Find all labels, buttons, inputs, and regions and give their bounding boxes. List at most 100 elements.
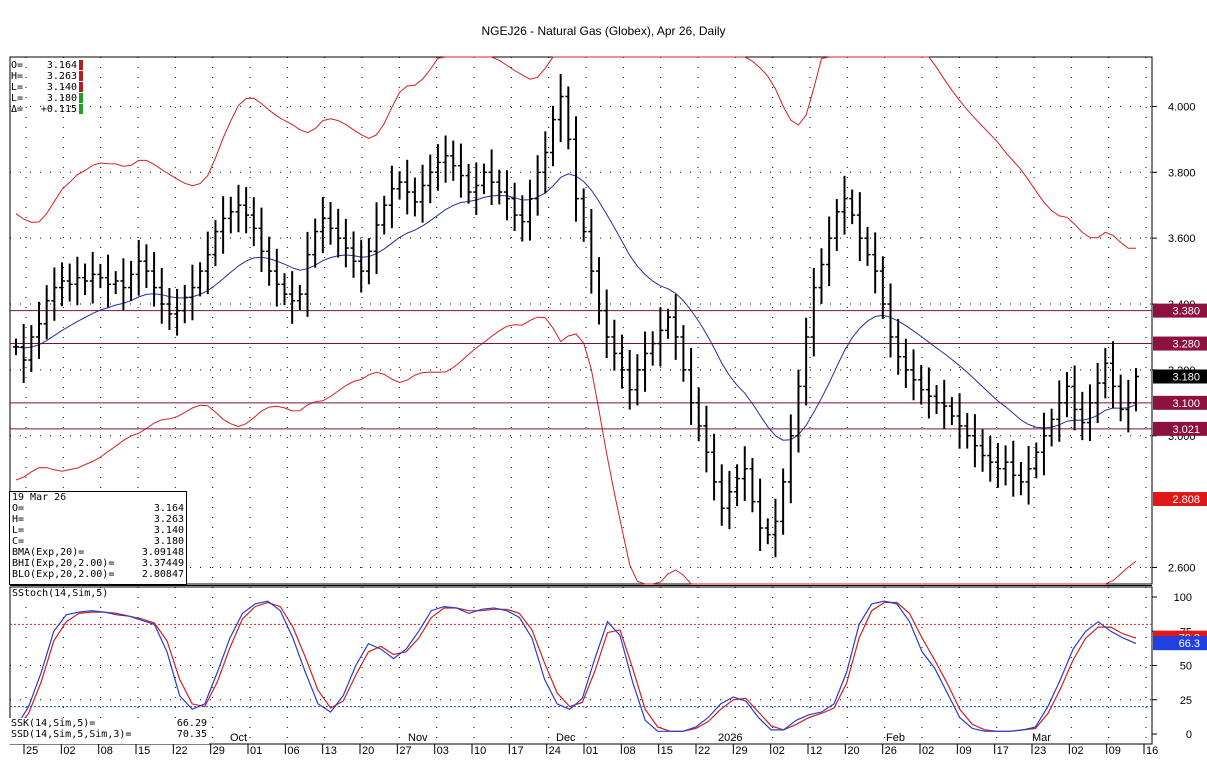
stoch-value-row: SSK(14,Sim,5)= 66.29 xyxy=(9,718,209,729)
x-day-label: 20 xyxy=(362,745,374,757)
upper-band-line xyxy=(15,56,1136,249)
ohlc-color-swatch xyxy=(79,82,83,92)
x-day-label: 06 xyxy=(287,745,299,757)
stoch-tick-label: 0 xyxy=(1186,729,1192,741)
info-label: C= xyxy=(12,536,25,547)
x-day-label: 22 xyxy=(698,745,710,757)
info-value: 3.180 xyxy=(153,536,184,547)
ohlc-header-value: 3.164 xyxy=(46,60,77,71)
ohlc-header-value: +0.115 xyxy=(40,104,77,115)
x-month-label: Feb xyxy=(886,732,905,744)
info-value: 2.80847 xyxy=(141,569,184,580)
x-day-label: 09 xyxy=(1109,745,1121,757)
x-day-label: 20 xyxy=(847,745,859,757)
stoch-tag-bg xyxy=(1153,636,1207,651)
x-day-label: 01 xyxy=(250,745,262,757)
ohlc-header-label: O= xyxy=(11,60,24,71)
ohlc-header-value: 3.140 xyxy=(46,82,77,93)
stoch-value-row: SSD(14,Sim,5,Sim,3)= 70.35 xyxy=(9,729,209,740)
info-row: O= 3.164 xyxy=(10,503,186,514)
info-label: BHI(Exp,20,2.00)= xyxy=(12,558,115,569)
price-tick-label: 4.000 xyxy=(1168,101,1196,113)
price-tag-bg xyxy=(1153,421,1207,436)
price-tick-label: 3.600 xyxy=(1168,233,1196,245)
info-value: 3.37449 xyxy=(141,558,184,569)
info-row: BHI(Exp,20,2.00)= 3.37449 xyxy=(10,558,186,569)
x-day-label: 15 xyxy=(138,745,150,757)
ohlc-color-swatch xyxy=(79,60,83,70)
ohlc-header-row: L= 3.180 xyxy=(11,93,83,104)
ohlc-color-swatch xyxy=(79,104,83,114)
price-tag-label: 3.180 xyxy=(1172,371,1200,383)
x-day-label: 08 xyxy=(623,745,635,757)
stoch-title: SStoch(14,Sim,5) xyxy=(12,588,109,599)
ohlc-color-swatch xyxy=(79,93,83,103)
info-date: 19 Mar 26 xyxy=(10,492,186,503)
info-value: 3.164 xyxy=(153,503,184,514)
stoch-value: 66.29 xyxy=(176,718,207,729)
info-value: 3.140 xyxy=(153,525,184,536)
grid-dots xyxy=(10,57,1152,744)
x-day-label: 17 xyxy=(997,745,1009,757)
price-tag-label: 2.808 xyxy=(1172,494,1200,506)
lower-band-line xyxy=(15,316,1137,585)
x-day-label: 16 xyxy=(1146,745,1158,757)
x-month-label: Oct xyxy=(230,732,247,744)
horizontal-levels xyxy=(10,310,1152,430)
ohlc-header-label: L= xyxy=(11,82,24,93)
stoch-tick-label: 50 xyxy=(1180,661,1192,673)
price-tag-bg xyxy=(1153,395,1207,410)
info-label: H= xyxy=(12,514,25,525)
x-day-label: 02 xyxy=(1071,745,1083,757)
x-day-label: 09 xyxy=(959,745,971,757)
x-day-label: 29 xyxy=(213,745,225,757)
x-month-label: Dec xyxy=(556,732,576,744)
info-row: L= 3.140 xyxy=(10,525,186,536)
ohlc-header-label: Δ= xyxy=(11,104,24,115)
x-day-label: 29 xyxy=(735,745,747,757)
x-day-label: 08 xyxy=(101,745,113,757)
ohlc-header-label: H= xyxy=(11,71,24,82)
x-day-label: 12 xyxy=(810,745,822,757)
ssk-line xyxy=(15,600,1137,732)
stoch-value: 70.35 xyxy=(176,729,207,740)
ohlc-header-row: H= 3.263 xyxy=(11,71,83,82)
info-value: 3.263 xyxy=(153,514,184,525)
chart-frame xyxy=(9,56,1153,745)
ohlc-bars xyxy=(13,73,1139,558)
info-box: 19 Mar 26 O= 3.164 H= 3.263 L= 3.140 C= 3.180 BM… xyxy=(9,491,187,585)
x-day-label: 25 xyxy=(26,745,38,757)
price-tag-label: 3.380 xyxy=(1172,306,1200,318)
stoch-tag-label: 66.3 xyxy=(1179,638,1200,650)
price-tag-label: 3.021 xyxy=(1172,424,1200,436)
x-month-label: 2026 xyxy=(718,732,742,744)
x-day-label: 10 xyxy=(474,745,486,757)
price-tick-label: 3.800 xyxy=(1168,167,1196,179)
x-day-label: 03 xyxy=(437,745,449,757)
info-row: BLO(Exp,20,2.00)= 2.80847 xyxy=(10,569,186,580)
price-tick-label: 2.600 xyxy=(1168,563,1196,575)
stoch-tick-label: 25 xyxy=(1180,695,1192,707)
ohlc-header-row: O= 3.164 xyxy=(11,60,83,71)
info-label: O= xyxy=(12,503,25,514)
info-row: BMA(Exp,20)= 3.09148 xyxy=(10,547,186,558)
x-day-label: 23 xyxy=(1034,745,1046,757)
ohlc-header-row: Δ= +0.115 xyxy=(11,104,83,115)
x-day-label: 02 xyxy=(922,745,934,757)
info-label: BMA(Exp,20)= xyxy=(12,547,85,558)
price-tag-bg xyxy=(1153,492,1207,507)
price-tag-label: 3.280 xyxy=(1172,339,1200,351)
chart-title: NGEJ26 - Natural Gas (Globex), Apr 26, D… xyxy=(481,24,726,38)
x-month-label: Nov xyxy=(408,732,428,744)
price-tag-bg xyxy=(1153,336,1207,351)
x-day-label: 17 xyxy=(511,745,523,757)
stoch-value-label: SSK(14,Sim,5)= xyxy=(11,718,96,729)
ssd-line xyxy=(15,601,1137,732)
ohlc-header-value: 3.180 xyxy=(46,93,77,104)
ohlc-header-label: L= xyxy=(11,93,24,104)
info-value: 3.09148 xyxy=(141,547,184,558)
price-tag-bg xyxy=(1153,303,1207,318)
x-day-label: 22 xyxy=(175,745,187,757)
x-day-label: 01 xyxy=(586,745,598,757)
